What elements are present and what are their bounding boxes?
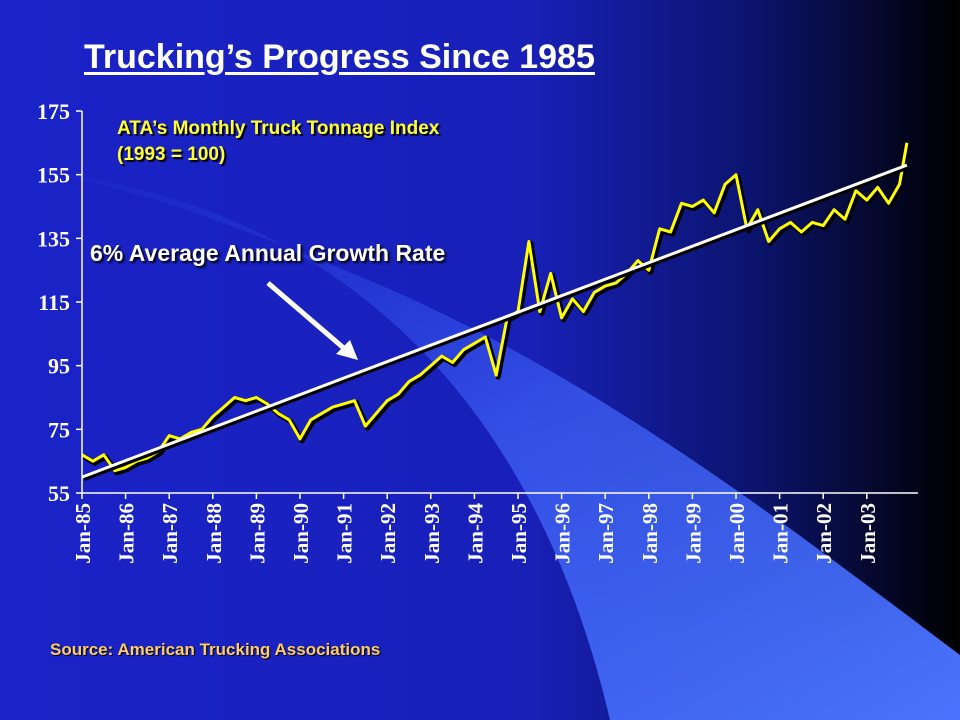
x-tick-label: Jan-99 — [681, 503, 705, 564]
x-tick-label: Jan-91 — [333, 503, 357, 564]
x-tick-label: Jan-02 — [812, 503, 836, 564]
tonnage-index-line — [81, 142, 909, 473]
x-tick-label: Jan-92 — [376, 503, 400, 564]
chart-series — [81, 142, 912, 481]
trend-line-shadow — [83, 165, 910, 481]
x-tick-label: Jan-87 — [158, 503, 182, 564]
y-tick-label: 115 — [38, 290, 70, 315]
slide-title: Trucking’s Progress Since 1985 — [84, 38, 595, 76]
x-tick-label: Jan-97 — [594, 503, 618, 564]
x-tick-label: Jan-01 — [769, 503, 793, 564]
x-tick-label: Jan-93 — [420, 503, 444, 564]
x-tick-label: Jan-94 — [463, 503, 487, 564]
y-tick-label: 95 — [48, 354, 70, 379]
y-tick-label: 75 — [48, 417, 70, 442]
x-tick-label: Jan-88 — [202, 503, 226, 564]
x-tick-label: Jan-86 — [115, 503, 139, 564]
x-tick-label: Jan-89 — [245, 503, 269, 564]
chart-title: ATA’s Monthly Truck Tonnage Index — [117, 118, 440, 139]
chart-title-block: ATA’s Monthly Truck Tonnage Index (1993 … — [117, 116, 637, 168]
x-tick-label: Jan-03 — [856, 503, 880, 564]
x-tick-label: Jan-96 — [551, 503, 575, 564]
x-tick-label: Jan-00 — [725, 503, 749, 564]
growth-rate-annotation: 6% Average Annual Growth Rate — [90, 240, 446, 266]
x-tick-label: Jan-85 — [71, 503, 95, 564]
decorative-sweep — [40, 170, 960, 720]
y-tick-label: 155 — [37, 163, 70, 188]
y-tick-label: 135 — [37, 226, 70, 251]
annotation-arrow — [266, 281, 358, 360]
tonnage-index-shadow — [82, 144, 912, 476]
x-tick-label: Jan-98 — [638, 503, 662, 564]
x-tick-label: Jan-95 — [507, 503, 531, 564]
trend-line — [81, 163, 908, 479]
y-tick-label: 175 — [37, 99, 70, 124]
chart-subtitle: (1993 = 100) — [117, 144, 226, 165]
x-tick-label: Jan-90 — [289, 503, 313, 564]
chart-axes: 55 75 95 115 135 155 175 Jan-85 Jan-86 Jan-87 Jan-… — [37, 99, 918, 564]
source-note: Source: American Trucking Associations — [50, 640, 381, 659]
y-tick-label: 55 — [48, 481, 70, 506]
